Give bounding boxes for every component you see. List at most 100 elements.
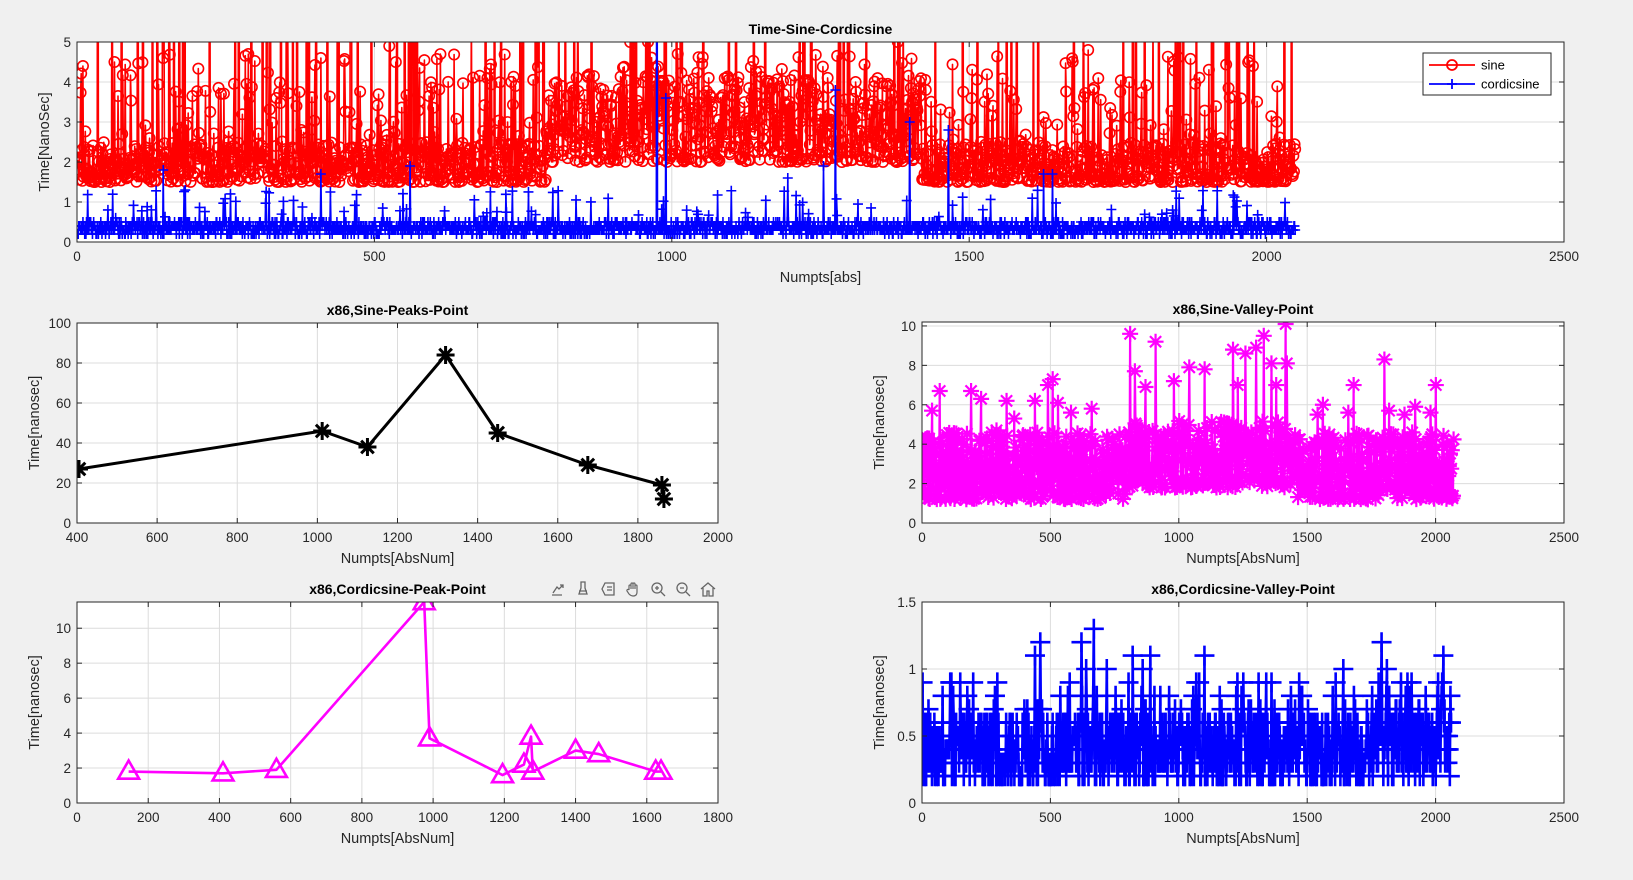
data-point [1126,363,1143,380]
data-point [644,141,657,154]
data-point [882,121,895,134]
data-point [157,51,170,64]
data-point [965,92,978,105]
data-point [705,91,718,104]
data-point [420,136,433,149]
data-point [788,69,801,82]
axes-sine-valley[interactable]: 0 500 1000 1500 2000 25000246810x86,Sine-Vall… [872,301,1579,567]
data-point [195,138,208,151]
data-point [252,127,265,140]
data-point [565,81,578,94]
data-point [530,111,543,124]
data-point [515,141,528,154]
data-point [436,346,455,364]
data-point [217,87,230,100]
x-tick-label: 1000 [657,249,687,264]
data-point [308,114,321,127]
x-tick-label: 1000 [302,530,332,545]
data-point [898,4,908,14]
data-point [754,65,767,78]
data-point [136,56,149,69]
axes-sine-peaks[interactable]: 400 600 800 1000 1200 1400 1600 1800 20000204060… [27,302,733,567]
y-tick-label: 4 [63,75,71,90]
data-point [861,155,874,168]
data-point [314,51,327,64]
data-point [797,110,810,123]
data-point [1088,81,1101,94]
data-point [317,139,330,152]
data-point [83,145,96,158]
data-point [964,113,977,126]
data-point [172,95,185,108]
data-point [808,82,821,95]
data-point [429,154,442,167]
data-point [1085,140,1098,153]
data-point [1148,15,1158,25]
data-point [261,66,274,79]
data-point [662,83,675,96]
data-point [838,104,851,117]
x-tick-label: 0 [73,249,81,264]
data-point [610,117,623,130]
x-tick-label: 800 [226,530,249,545]
data-point [576,102,589,115]
data-point [551,98,564,111]
data-point [467,71,480,84]
data-point [598,107,611,120]
data-point [822,81,835,94]
data-point [413,95,426,108]
data-point [418,54,431,67]
x-tick-label: 1800 [623,530,653,545]
x-axis-label: Numpts[AbsNum] [341,551,455,567]
data-point [305,91,318,104]
data-point [518,166,531,179]
data-point [780,128,793,141]
data-point [913,89,926,102]
data-point [611,154,624,167]
data-point [996,72,1009,85]
y-tick-label: 1 [63,195,71,210]
data-point [895,56,908,69]
data-point [852,137,865,150]
data-point [657,122,670,135]
data-point [245,81,258,94]
data-point [691,66,704,79]
data-point [1044,371,1061,388]
data-point [498,48,511,61]
data-point [728,142,741,155]
legend-label: sine [1481,58,1505,73]
data-point [158,137,171,150]
data-point [847,92,860,105]
data-point [77,60,89,72]
data-point [374,114,387,127]
y-tick-label: 80 [56,356,71,371]
x-tick-label: 400 [66,530,89,545]
data-point [333,175,346,188]
data-point [792,51,805,64]
data-point [1314,396,1331,413]
data-point [979,159,992,172]
data-point [1131,0,1141,5]
data-point [725,140,738,153]
data-point [531,60,544,73]
data-point [251,167,264,180]
data-point [395,101,408,114]
data-point [182,106,195,119]
chart-title: Time-Sine-Cordicsine [749,21,893,37]
data-point [116,127,129,140]
data-point [809,48,822,61]
data-point [282,87,295,100]
data-point [966,63,979,76]
data-point [1263,355,1280,372]
data-point [343,106,356,119]
data-point [668,80,681,93]
data-point [1278,355,1295,372]
data-point [1140,79,1153,92]
data-point [885,88,898,101]
data-point [905,52,918,65]
data-point [358,438,377,456]
data-point [899,102,912,115]
